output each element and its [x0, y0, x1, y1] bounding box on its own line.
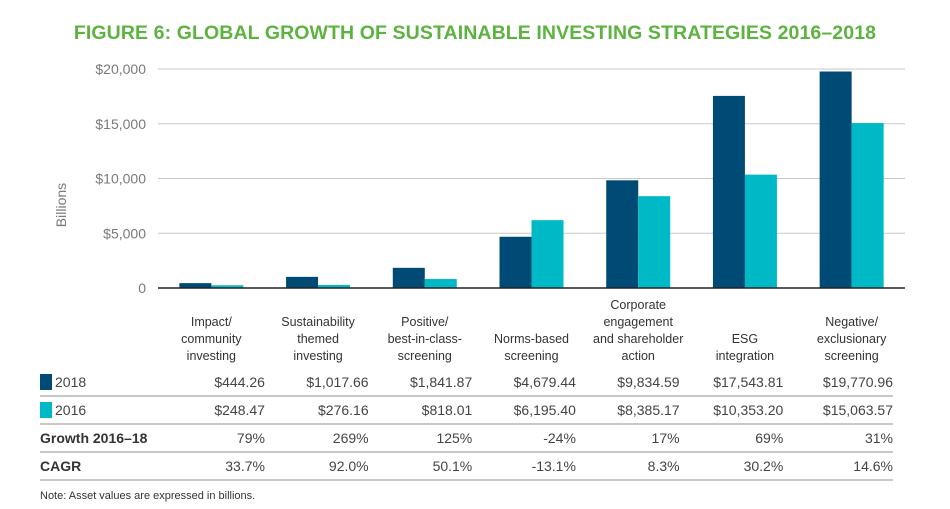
y-tick-label: $15,000 [95, 116, 146, 132]
table-cell: 69% [679, 424, 784, 453]
category-label: screening [825, 349, 879, 363]
footnote: Note: Asset values are expressed in bill… [40, 490, 256, 502]
bar-2018 [712, 95, 745, 288]
category-label: integration [716, 349, 774, 363]
table-cell: $19,770.96 [783, 369, 893, 397]
bar-2018 [606, 180, 639, 288]
category-label: exclusionary [817, 332, 887, 346]
table-cell: 8.3% [575, 452, 680, 481]
y-tick-label: $5,000 [103, 225, 146, 241]
category-label: Corporate [610, 298, 666, 312]
table-cell: $15,063.57 [783, 396, 893, 425]
category-label: engagement [603, 315, 673, 329]
category-label: Impact/ [191, 315, 233, 329]
table-cell: 14.6% [783, 452, 893, 481]
table-row: CAGR 33.7% 92.0% 50.1% -13.1% 8.3% 30.2% 14.6% [40, 452, 893, 481]
table-cell: 30.2% [679, 452, 784, 481]
category-label: Norms-based [494, 332, 569, 346]
legend-label: 2018 [55, 374, 87, 390]
table-row: 2018 $444.26 $1,017.66 $1,841.87 $4,679.44 $9… [40, 369, 893, 397]
bar-2018 [179, 283, 212, 288]
table-cell: $17,543.81 [679, 369, 784, 397]
table-cell: 79% [161, 424, 265, 453]
bar-2018 [819, 71, 852, 288]
category-label: screening [398, 349, 452, 363]
table-cell: $4,679.44 [472, 369, 576, 397]
table-cell: $276.16 [264, 396, 369, 425]
bar-chart: 0 $5,000 $10,000 $15,000 $20,000 Billions Impa… [53, 61, 905, 363]
category-label: investing [187, 349, 236, 363]
table-cell: $6,195.40 [472, 396, 576, 425]
y-axis-label: Billions [53, 183, 69, 227]
row-label: 2018 [40, 369, 162, 397]
legend-label: 2016 [55, 402, 87, 418]
category-label: investing [293, 349, 342, 363]
table-cell: -24% [472, 424, 576, 453]
table-cell: $10,353.20 [679, 396, 784, 425]
table-row: Growth 2016–18 79% 269% 125% -24% 17% 69% 31% [40, 424, 893, 453]
table-cell: 31% [783, 424, 893, 453]
data-table: 2018 $444.26 $1,017.66 $1,841.87 $4,679.44 $9… [40, 369, 893, 481]
category-label: best-in-class- [388, 332, 462, 346]
bar-2018 [286, 276, 319, 288]
y-tick-label: 0 [138, 280, 146, 296]
table-cell: 269% [264, 424, 369, 453]
bar-2016 [531, 220, 564, 288]
bar-2016 [211, 285, 244, 288]
table-cell: 17% [575, 424, 680, 453]
category-label: and shareholder [593, 332, 683, 346]
bar-2016 [318, 284, 351, 288]
table-cell: 92.0% [264, 452, 369, 481]
table-cell: $818.01 [368, 396, 473, 425]
bar-2018 [392, 267, 425, 288]
table-cell: $1,017.66 [264, 369, 369, 397]
category-label: screening [504, 349, 558, 363]
category-label: action [622, 349, 655, 363]
bar-2018 [499, 236, 532, 288]
table-cell: 33.7% [161, 452, 265, 481]
category-label: Positive/ [401, 315, 449, 329]
table-cell: $9,834.59 [575, 369, 680, 397]
row-label: Growth 2016–18 [40, 424, 162, 453]
bar-2016 [744, 174, 777, 288]
bar-2016 [638, 196, 671, 288]
category-label: Negative/ [825, 315, 878, 329]
legend-swatch [40, 374, 52, 390]
y-tick-label: $10,000 [95, 171, 146, 187]
bar-2016 [424, 279, 457, 288]
bar-2016 [851, 123, 884, 288]
category-label: Sustainability [281, 315, 355, 329]
table-cell: $444.26 [161, 369, 265, 397]
table-cell: 50.1% [368, 452, 473, 481]
category-label: community [181, 332, 242, 346]
row-label: CAGR [40, 452, 162, 481]
row-label: 2016 [40, 396, 162, 425]
y-tick-label: $20,000 [95, 61, 146, 77]
chart-title: FIGURE 6: GLOBAL GROWTH OF SUSTAINABLE I… [73, 22, 877, 44]
table-cell: $248.47 [161, 396, 265, 425]
category-label: ESG [732, 332, 758, 346]
table-cell: 125% [368, 424, 473, 453]
table-cell: -13.1% [472, 452, 576, 481]
table-cell: $8,385.17 [575, 396, 680, 425]
legend-swatch [40, 402, 52, 418]
category-label: themed [297, 332, 339, 346]
table-row: 2016 $248.47 $276.16 $818.01 $6,195.40 $8,385… [40, 396, 893, 425]
table-cell: $1,841.87 [368, 369, 473, 397]
